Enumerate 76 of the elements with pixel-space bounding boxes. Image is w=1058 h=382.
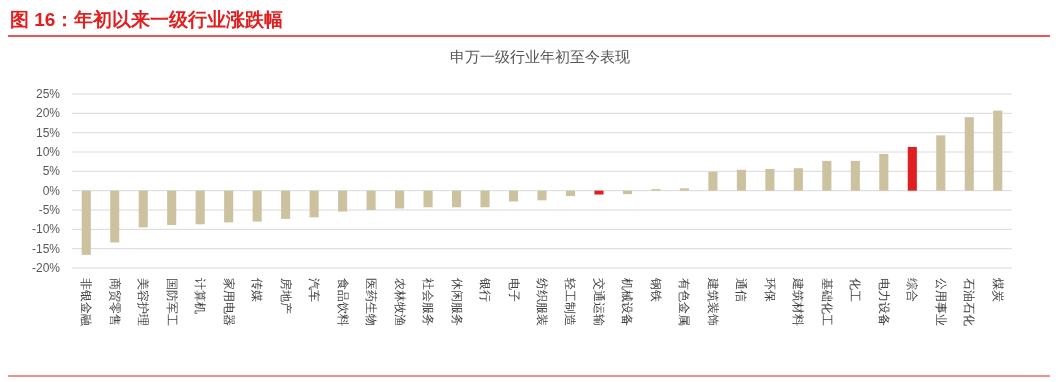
chart-subtitle: 申万一级行业年初至今表现 bbox=[450, 48, 630, 65]
bar bbox=[736, 169, 746, 191]
bar bbox=[338, 190, 348, 212]
bar bbox=[480, 190, 490, 208]
x-tick-label: 农林牧渔 bbox=[392, 278, 407, 326]
x-tick-label: 美容护理 bbox=[136, 278, 151, 326]
x-tick-label: 休闲服务 bbox=[449, 278, 464, 326]
bar bbox=[850, 160, 860, 191]
chart-title: 图 16：年初以来一级行业涨跌幅 bbox=[10, 9, 284, 30]
x-tick-label: 化工 bbox=[848, 278, 863, 302]
x-tick-label: 汽车 bbox=[307, 278, 322, 302]
bar bbox=[451, 190, 462, 208]
bar bbox=[110, 190, 120, 243]
x-tick-label: 电子 bbox=[506, 278, 521, 302]
bar bbox=[822, 160, 832, 191]
x-tick-label: 钢铁 bbox=[648, 277, 663, 302]
bar bbox=[423, 190, 433, 208]
x-tick-label: 石油石化 bbox=[962, 278, 977, 326]
x-tick-label: 国防军工 bbox=[164, 278, 179, 326]
y-tick-label: 25% bbox=[35, 87, 61, 101]
x-tick-label: 家用电器 bbox=[221, 278, 236, 326]
x-tick-label: 煤炭 bbox=[990, 278, 1005, 302]
x-tick-label: 机械设备 bbox=[620, 278, 635, 326]
x-tick-label: 非银金融 bbox=[79, 278, 94, 326]
bar bbox=[765, 169, 775, 191]
y-tick-label: 20% bbox=[35, 106, 61, 121]
y-tick-label: -10% bbox=[31, 222, 61, 237]
bar bbox=[309, 190, 319, 218]
bar bbox=[167, 190, 177, 226]
x-tick-label: 公用事业 bbox=[933, 278, 948, 326]
x-tick-label: 综合 bbox=[905, 278, 920, 302]
x-tick-label: 轻工制造 bbox=[563, 278, 578, 326]
bar bbox=[81, 190, 91, 255]
x-tick-label: 社会服务 bbox=[421, 278, 436, 326]
y-tick-label: -15% bbox=[31, 241, 61, 256]
x-tick-label: 环保 bbox=[762, 278, 777, 302]
x-tick-label: 医药生物 bbox=[364, 278, 379, 326]
y-tick-label: 10% bbox=[35, 145, 61, 159]
x-tick-label: 建筑材料 bbox=[791, 277, 806, 326]
bar bbox=[594, 190, 604, 195]
bar bbox=[793, 168, 803, 191]
x-tick-label: 银行 bbox=[478, 277, 493, 302]
x-tick-label: 建筑装饰 bbox=[705, 277, 720, 326]
bar bbox=[252, 190, 262, 222]
bar bbox=[366, 190, 376, 210]
x-tick-label: 基础化工 bbox=[819, 278, 834, 326]
bar bbox=[993, 110, 1003, 191]
bar bbox=[281, 190, 291, 219]
x-tick-label: 有色金属 bbox=[677, 278, 692, 326]
bar bbox=[565, 190, 576, 197]
x-tick-label: 计算机 bbox=[193, 278, 208, 314]
x-tick-label: 交通运输 bbox=[591, 278, 606, 326]
bar bbox=[138, 190, 148, 228]
bar bbox=[936, 135, 946, 191]
bar bbox=[195, 190, 205, 225]
x-tick-label: 通信 bbox=[734, 278, 749, 302]
x-tick-label: 传媒 bbox=[250, 278, 265, 302]
bar bbox=[537, 190, 547, 201]
y-tick-label: -20% bbox=[31, 261, 61, 275]
bar bbox=[508, 190, 519, 202]
y-tick-label: 15% bbox=[35, 125, 61, 140]
bar bbox=[395, 190, 405, 209]
bar bbox=[708, 171, 718, 191]
x-tick-label: 房地产 bbox=[278, 278, 293, 314]
x-tick-label: 食品饮料 bbox=[335, 278, 350, 326]
x-tick-label: 纺织服装 bbox=[535, 278, 549, 326]
y-tick-label: 0% bbox=[42, 183, 61, 198]
y-tick-label: -5% bbox=[38, 203, 61, 217]
bar bbox=[964, 117, 974, 191]
y-tick-label: 5% bbox=[42, 164, 61, 179]
bar bbox=[907, 146, 917, 191]
bar bbox=[224, 190, 234, 223]
x-tick-label: 电力设备 bbox=[876, 278, 891, 326]
bar bbox=[879, 153, 889, 191]
bar bbox=[679, 188, 689, 191]
x-tick-label: 商贸零售 bbox=[107, 278, 122, 326]
